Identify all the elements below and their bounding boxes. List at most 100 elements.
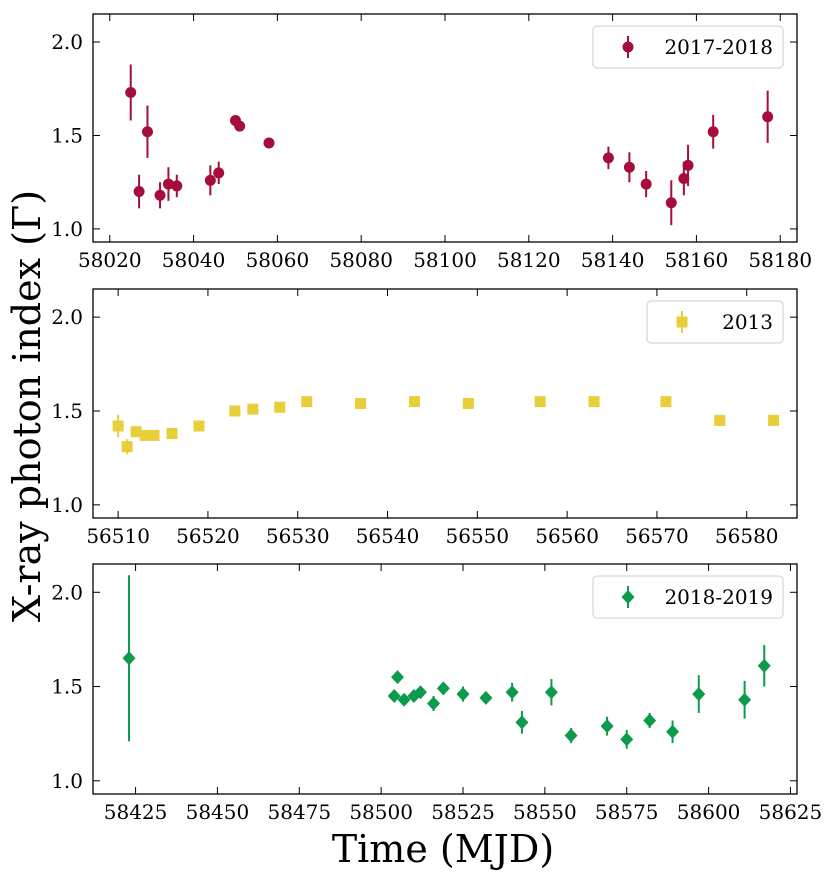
data-point — [263, 137, 275, 149]
x-tick-label: 58575 — [595, 800, 659, 824]
data-point — [148, 429, 160, 441]
x-tick-label: 56560 — [535, 524, 599, 548]
legend-marker — [622, 41, 634, 53]
plot-frame — [92, 288, 798, 519]
x-axis-label: Time (MJD) — [332, 827, 554, 871]
data-point — [154, 189, 166, 201]
data-point — [391, 670, 405, 685]
y-tick-label: 2.0 — [51, 305, 83, 329]
legend: 2018-2019 — [592, 575, 784, 619]
data-point — [427, 696, 441, 711]
y-tick-label: 1.0 — [51, 493, 83, 517]
legend-box — [592, 575, 784, 619]
data-point — [193, 420, 205, 432]
legend-label: 2017-2018 — [664, 35, 773, 59]
legend-box — [592, 25, 784, 69]
data-point — [112, 420, 124, 432]
data-point — [133, 186, 145, 198]
y-tick-label: 1.5 — [51, 675, 83, 699]
data-point — [355, 398, 367, 409]
x-tick-label: 58625 — [759, 800, 823, 824]
y-tick-label: 1.0 — [51, 769, 83, 793]
data-point — [229, 405, 241, 417]
data-point — [397, 692, 411, 707]
x-tick-label: 58450 — [186, 800, 250, 824]
data-point — [301, 396, 313, 408]
x-tick-label: 58550 — [513, 800, 577, 824]
plot-frame — [92, 563, 798, 795]
data-point — [707, 126, 719, 138]
x-tick-label: 58060 — [246, 248, 310, 272]
data-point — [757, 658, 771, 673]
data-point — [436, 681, 450, 696]
y-tick-label: 2.0 — [51, 580, 83, 604]
x-tick-label: 58040 — [162, 248, 226, 272]
data-point — [130, 426, 142, 438]
y-tick-label: 2.0 — [51, 30, 83, 54]
x-tick-label: 58425 — [104, 800, 168, 824]
legend-marker — [676, 316, 688, 328]
x-tick-label: 58180 — [748, 248, 812, 272]
x-tick-label: 58525 — [431, 800, 495, 824]
data-point — [141, 126, 153, 138]
data-point — [234, 120, 246, 132]
x-tick-label: 56550 — [446, 524, 510, 548]
data-point — [125, 86, 137, 98]
x-tick-label: 58140 — [581, 248, 645, 272]
data-point — [387, 688, 401, 703]
panel-3: 58425 58450 58475 58500 58525 58550 58575 58600… — [51, 563, 823, 824]
data-point — [762, 111, 774, 123]
data-point — [666, 724, 680, 739]
data-point — [640, 178, 652, 190]
data-point — [247, 403, 259, 415]
x-tick-label: 58500 — [349, 800, 413, 824]
data-point — [462, 398, 474, 409]
x-tick-label: 56510 — [86, 524, 150, 548]
data-point — [121, 441, 133, 453]
data-point — [166, 428, 178, 440]
data-point — [600, 719, 614, 734]
data-point — [643, 713, 657, 728]
data-point — [738, 692, 752, 707]
y-tick-label: 1.0 — [51, 217, 83, 241]
panel-2: 56510 56520 56530 56540 56550 56560 56570 56580… — [51, 288, 798, 548]
y-tick-label: 1.5 — [51, 399, 83, 423]
data-point — [413, 685, 427, 700]
x-tick-label: 56520 — [176, 524, 240, 548]
data-point — [544, 685, 558, 700]
legend: 2017-2018 — [592, 25, 784, 69]
x-tick-label: 58120 — [497, 248, 561, 272]
data-point — [171, 180, 183, 192]
data-point — [692, 687, 706, 702]
data-point — [122, 651, 136, 666]
data-point — [204, 174, 216, 186]
data-point — [665, 197, 677, 209]
x-tick-label: 58160 — [665, 248, 729, 272]
data-point — [408, 396, 420, 408]
legend-label: 2013 — [722, 310, 773, 334]
data-point — [623, 161, 635, 173]
x-tick-label: 58020 — [78, 248, 142, 272]
data-point — [456, 687, 470, 702]
data-point — [479, 690, 493, 705]
panel-1: 58020 58040 58060 58080 58100 58120 58140 58160… — [51, 13, 812, 272]
x-tick-label: 56570 — [625, 524, 689, 548]
data-point — [162, 178, 174, 190]
plot-frame — [92, 13, 798, 243]
x-tick-label: 58080 — [329, 248, 393, 272]
x-tick-label: 58600 — [677, 800, 741, 824]
x-tick-label: 56530 — [266, 524, 330, 548]
legend-label: 2018-2019 — [664, 585, 773, 609]
data-point — [660, 396, 672, 408]
y-axis-label: X-ray photon index (Γ) — [5, 190, 49, 622]
data-point — [534, 396, 546, 408]
data-point — [602, 152, 614, 164]
data-point — [139, 429, 151, 441]
data-point — [505, 685, 519, 700]
legend-marker — [621, 590, 635, 604]
data-point — [682, 159, 694, 171]
data-point — [564, 728, 578, 743]
data-point — [620, 732, 634, 747]
data-point — [213, 167, 225, 179]
